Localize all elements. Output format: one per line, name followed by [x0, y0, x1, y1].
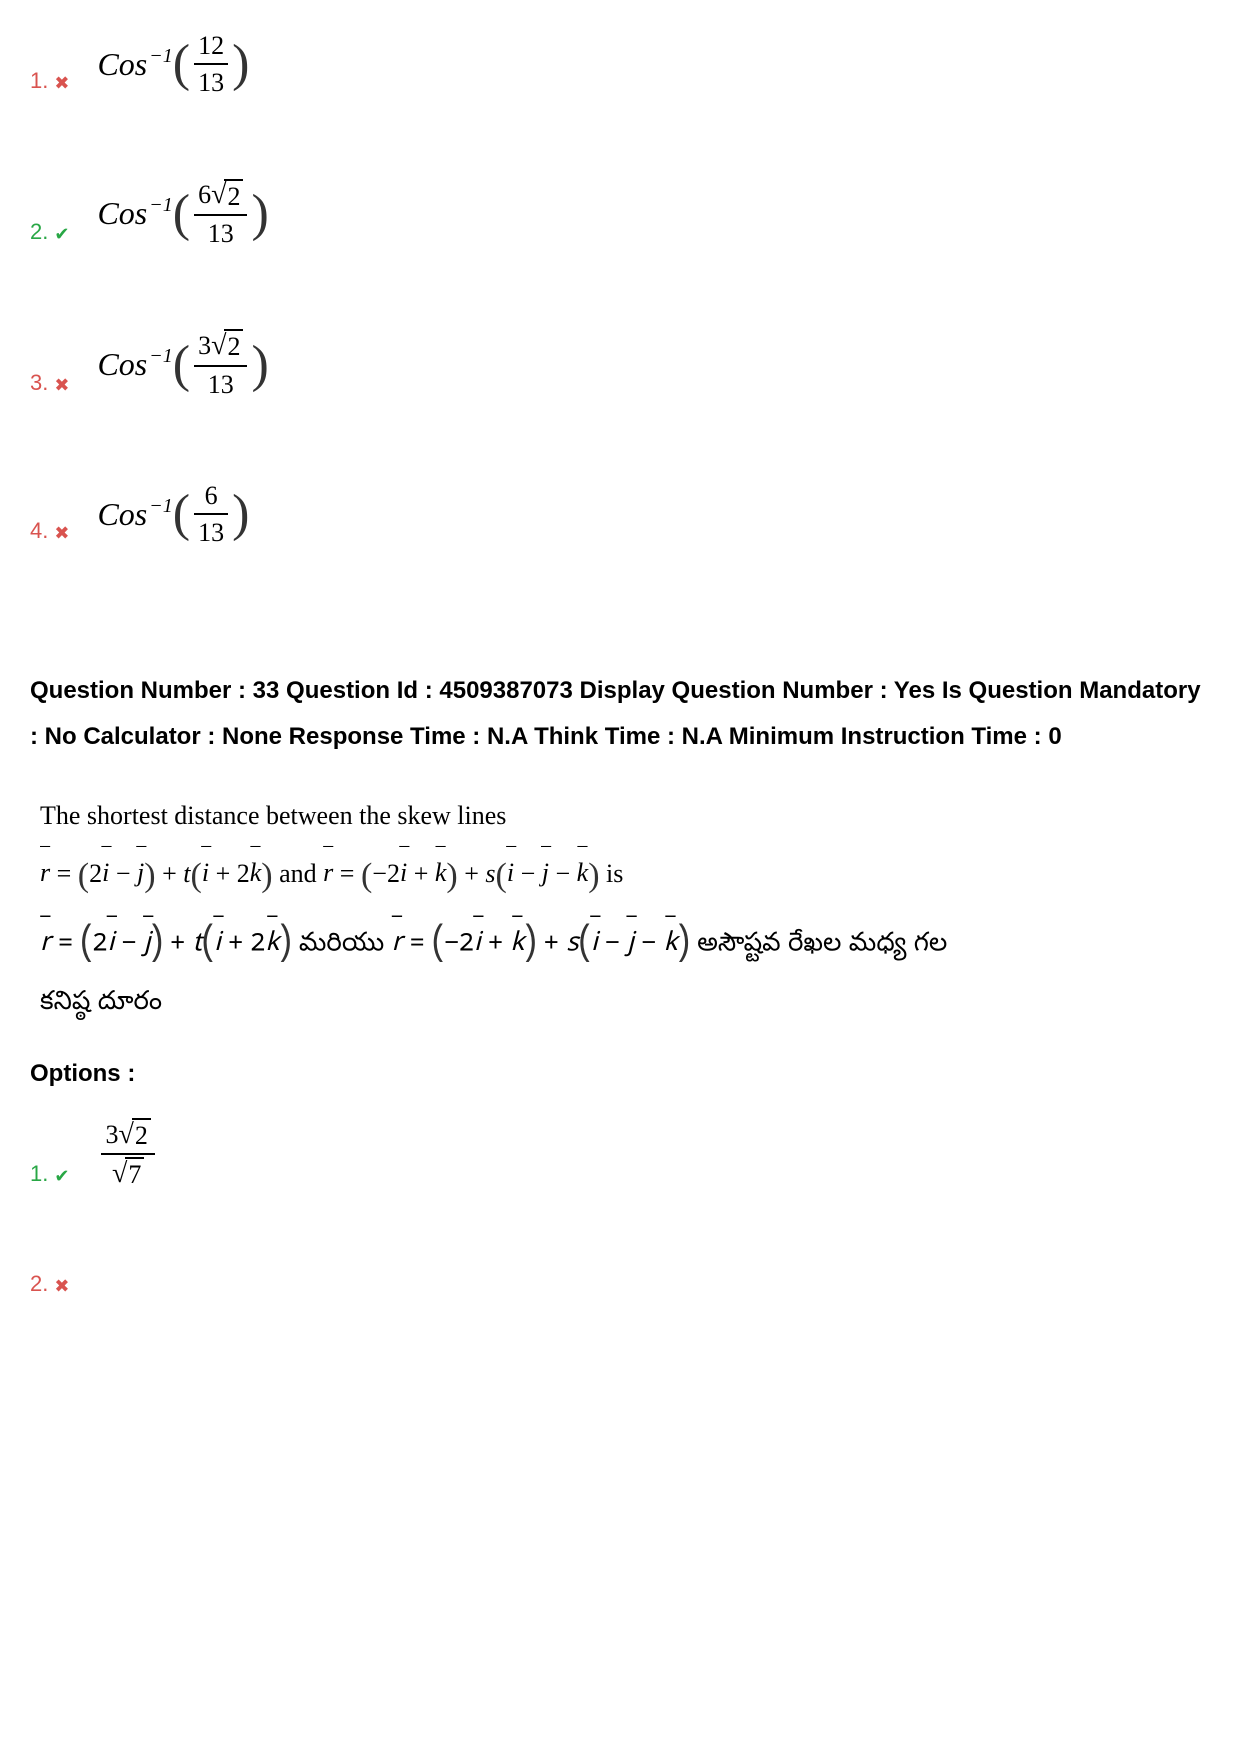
- option-1: 1. ✔ 3√2 √7: [30, 1118, 1210, 1191]
- option-number: 1.: [30, 68, 48, 98]
- option-formula: Cos−1 ( 6 13 ): [79, 480, 249, 548]
- option-number: 1.: [30, 1161, 48, 1191]
- option-formula: Cos−1 ( 3√2 13 ): [79, 329, 268, 400]
- option-formula: Cos−1 ( 6√2 13 ): [79, 178, 268, 249]
- option-number: 3.: [30, 370, 48, 400]
- option-formula: Cos−1 ( 12 13 ): [79, 30, 249, 98]
- wrong-icon: ✖: [54, 375, 69, 400]
- question-te-line1: r = (2i − j) + t(i + 2k) మరియు r = (−2i …: [40, 910, 1210, 978]
- question-text: The shortest distance between the skew l…: [30, 790, 1210, 1030]
- question-meta: Question Number : 33 Question Id : 45093…: [30, 668, 1210, 759]
- question-te-line2: కనిష్ఠ దూరం: [40, 978, 1210, 1030]
- correct-icon: ✔: [54, 224, 69, 249]
- option-2: 2. ✖: [30, 1271, 1210, 1301]
- option-formula: 3√2 √7: [79, 1118, 158, 1191]
- wrong-icon: ✖: [54, 1276, 69, 1301]
- option-number: 2.: [30, 1271, 48, 1301]
- wrong-icon: ✖: [54, 523, 69, 548]
- prev-option-4: 4. ✖ Cos−1 ( 6 13 ): [30, 480, 1210, 548]
- option-number: 2.: [30, 219, 48, 249]
- wrong-icon: ✖: [54, 73, 69, 98]
- question-en-line1: The shortest distance between the skew l…: [40, 790, 1210, 842]
- options-label: Options :: [30, 1060, 1210, 1088]
- question-en-line2: r = (2i − j) + t(i + 2k) and r = (−2i + …: [40, 842, 1210, 910]
- prev-option-1: 1. ✖ Cos−1 ( 12 13 ): [30, 30, 1210, 98]
- prev-option-2: 2. ✔ Cos−1 ( 6√2 13 ): [30, 178, 1210, 249]
- option-number: 4.: [30, 518, 48, 548]
- correct-icon: ✔: [54, 1166, 69, 1191]
- prev-option-3: 3. ✖ Cos−1 ( 3√2 13 ): [30, 329, 1210, 400]
